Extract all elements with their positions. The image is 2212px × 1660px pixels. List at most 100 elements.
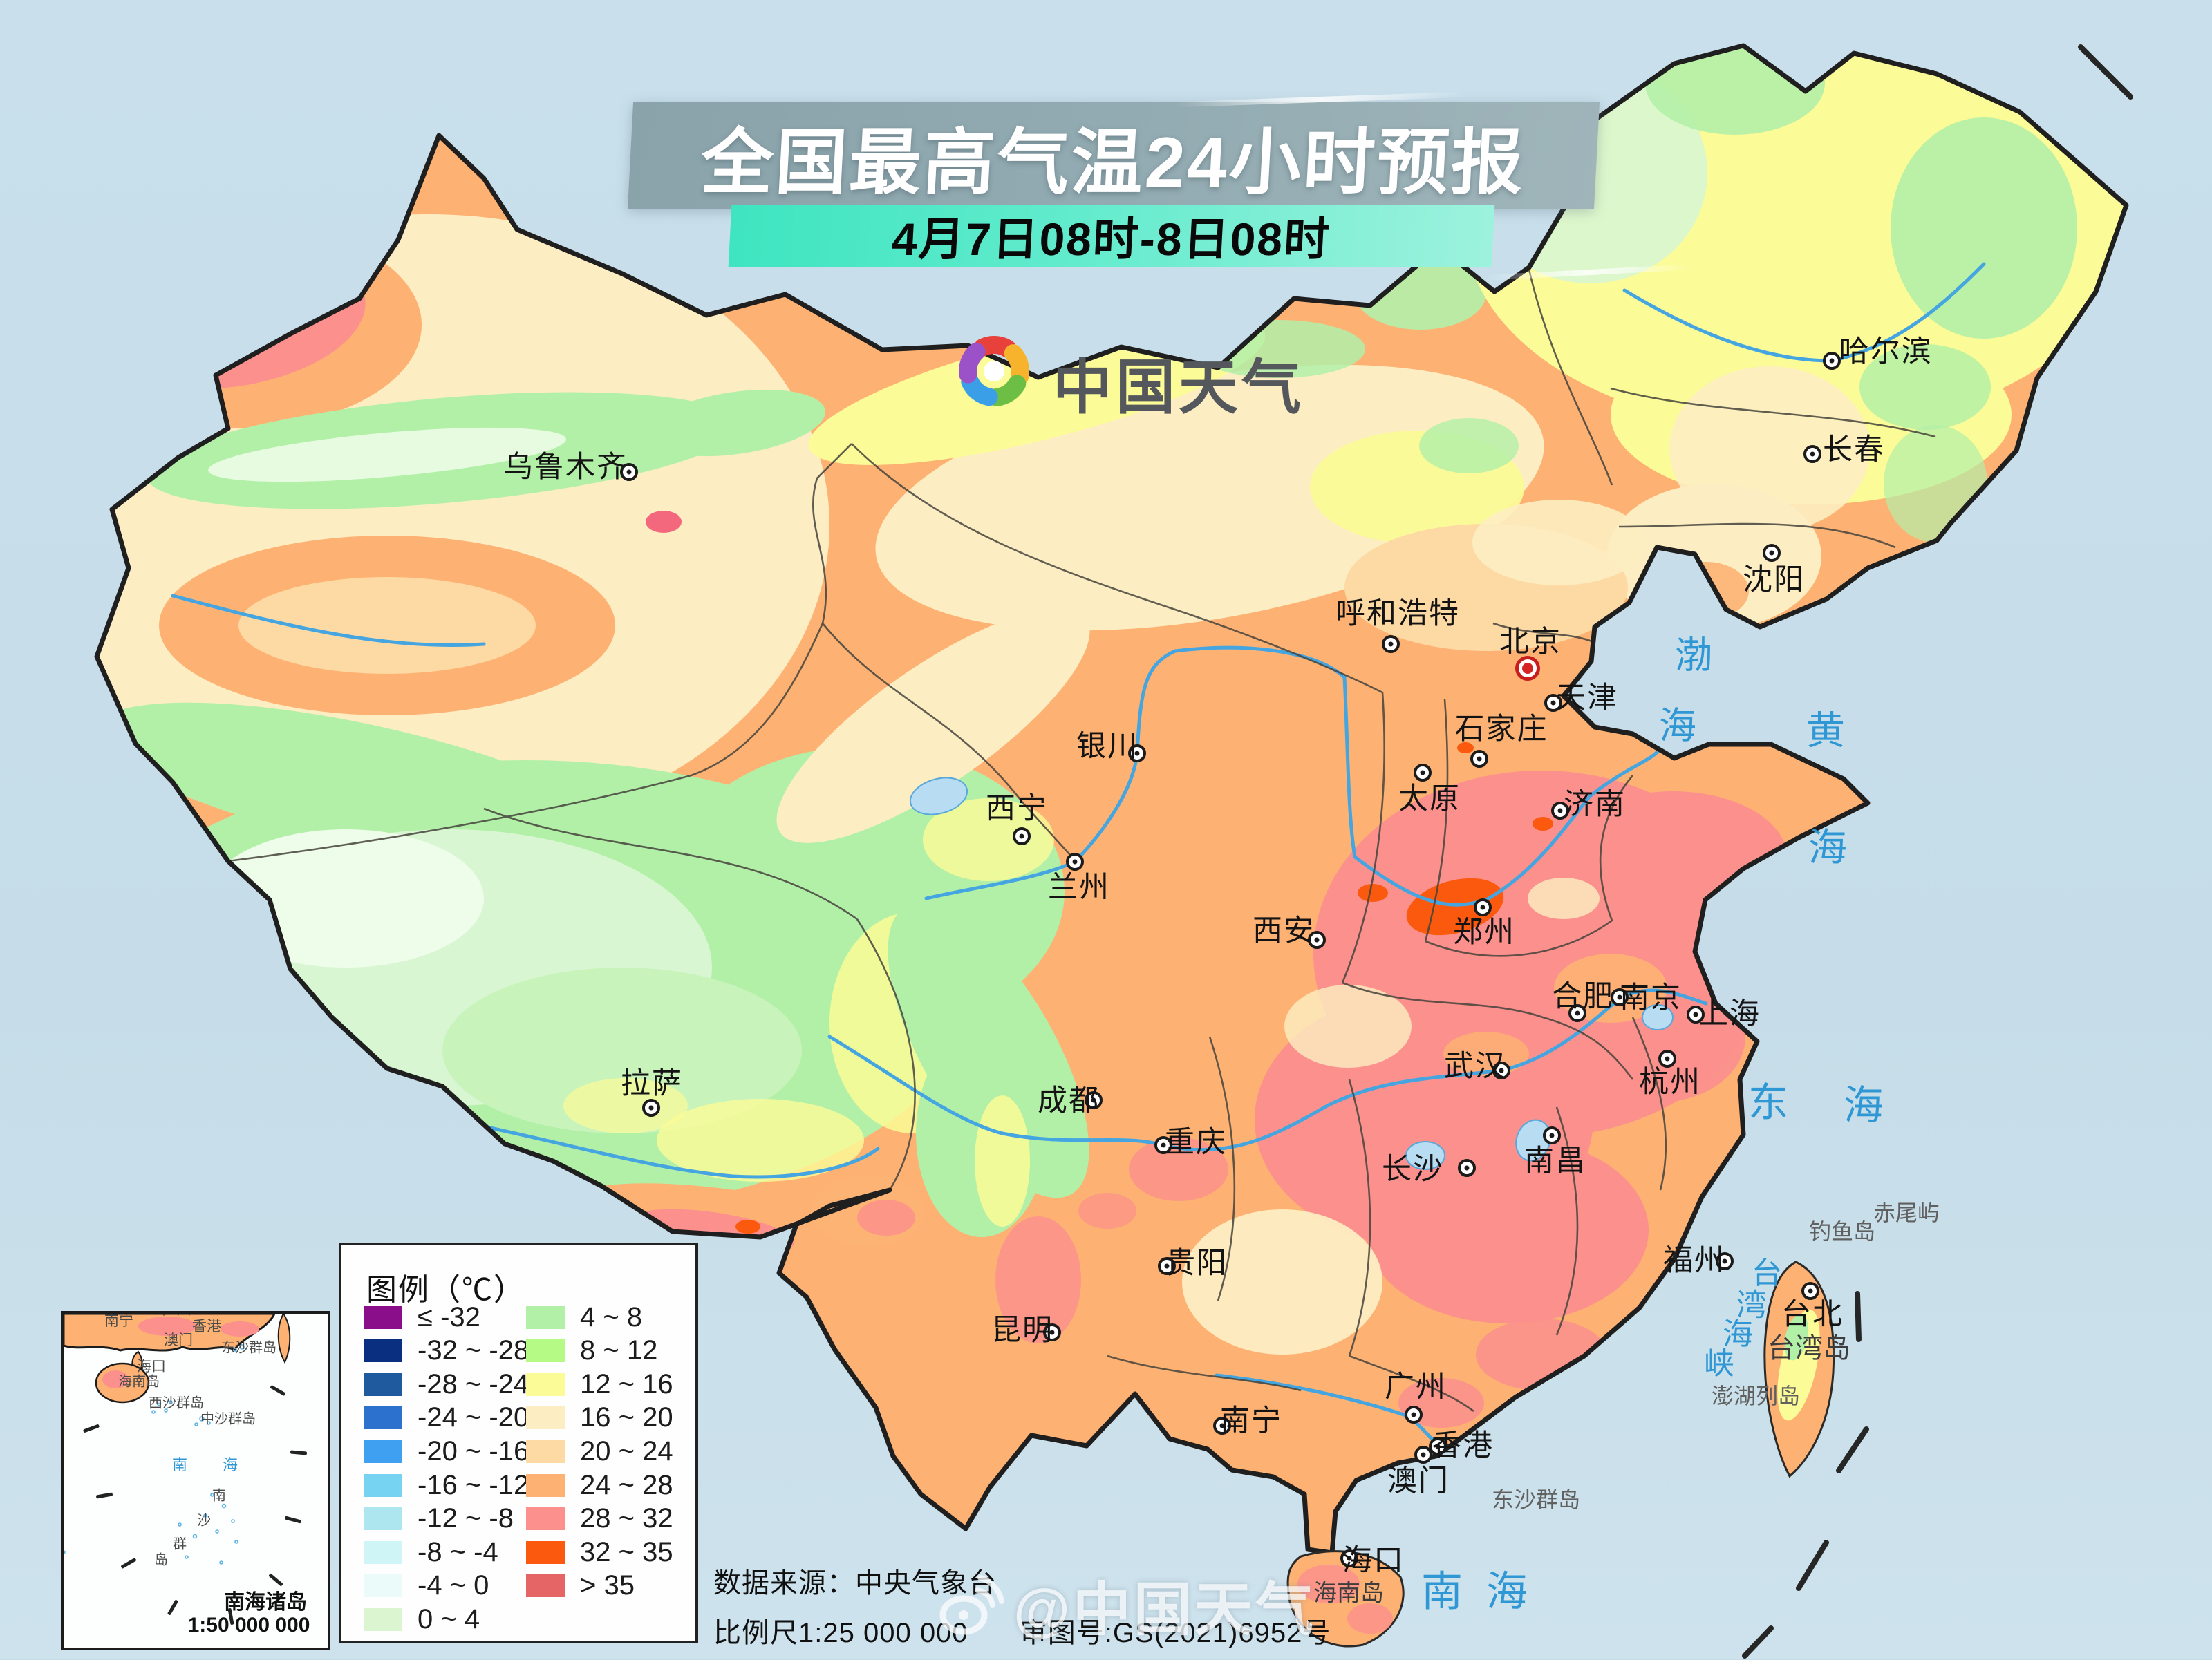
sea-label-台湾海峡: 台 [1752,1256,1782,1290]
legend-range-label: 28 ~ 32 [580,1503,673,1534]
watermark-text: @中国天气 [1013,1577,1316,1642]
legend-range-label: 0 ~ 4 [418,1603,480,1634]
legend-swatch [364,1540,402,1564]
city-label-澳门: 澳门 [1387,1465,1450,1498]
city-label-贵阳: 贵阳 [1165,1247,1228,1280]
city-marker-南京 [1611,988,1629,1006]
island-label-台湾岛: 台湾岛 [1768,1332,1850,1364]
city-label-福州: 福州 [1663,1245,1725,1277]
city-marker-贵阳 [1158,1257,1176,1275]
island-label-海南岛: 海南岛 [1313,1581,1384,1607]
legend-item: > 35 [526,1570,635,1601]
legend-item: 24 ~ 28 [526,1469,673,1500]
legend-swatch [364,1440,402,1463]
city-marker-福州 [1716,1252,1734,1270]
legend-swatch [364,1373,402,1396]
city-label-乌鲁木齐: 乌鲁木齐 [503,451,628,484]
province-borders [227,269,1936,1413]
legend-range-label: -8 ~ -4 [418,1536,498,1567]
city-marker-南宁 [1213,1417,1231,1435]
inset-title: 南海诸岛 [224,1591,307,1614]
city-label-广州: 广州 [1385,1371,1447,1404]
legend-swatch [526,1473,565,1497]
city-label-武汉: 武汉 [1444,1050,1506,1083]
legend-item: 28 ~ 32 [526,1503,673,1534]
city-label-兰州: 兰州 [1048,871,1110,904]
inset-label-群: 群 [173,1536,187,1552]
approval-number: 审图号:GS(2021)6952号 [1019,1618,1331,1648]
inset-label-沙: 沙 [197,1513,211,1529]
weibo-watermark: @中国天气 [935,1563,1316,1647]
inset-label-中沙群岛: 中沙群岛 [200,1411,256,1427]
legend-item: -24 ~ -20 [364,1402,529,1433]
city-marker-天津 [1544,694,1562,712]
legend-range-label: -32 ~ -28 [418,1335,529,1366]
legend-item: 20 ~ 24 [526,1436,673,1466]
city-label-上海: 上海 [1698,998,1761,1030]
inset-label-岛: 岛 [154,1552,168,1568]
legend-swatch [364,1305,402,1329]
city-marker-合肥 [1568,1004,1586,1022]
legend-range-label: -20 ~ -16 [418,1435,529,1466]
legend-swatch [526,1305,565,1329]
legend-range-label: -16 ~ -12 [418,1469,529,1500]
city-marker-澳门 [1414,1446,1432,1464]
legend-swatch [364,1473,402,1497]
inset-scale: 1:50 000 000 [187,1614,310,1637]
legend-item: 12 ~ 16 [526,1369,673,1399]
legend-swatch [526,1540,565,1564]
city-label-南宁: 南宁 [1220,1405,1282,1437]
inset-label-西沙群岛: 西沙群岛 [149,1395,204,1411]
island-label-澎湖列岛: 澎湖列岛 [1711,1384,1801,1408]
city-marker-台北 [1801,1282,1819,1300]
city-marker-成都 [1085,1091,1103,1109]
sea-label-台湾海峡: 峡 [1704,1347,1734,1381]
city-label-昆明: 昆明 [991,1314,1053,1347]
city-marker-西宁 [1013,827,1031,845]
city-marker-兰州 [1066,853,1084,871]
city-label-呼和浩特: 呼和浩特 [1335,598,1460,630]
city-label-郑州: 郑州 [1453,916,1515,949]
city-label-海口: 海口 [1342,1545,1405,1577]
legend-range-label: 32 ~ 35 [580,1536,673,1567]
city-marker-西安 [1308,931,1326,949]
inset-map-art [64,1314,308,1625]
page-title: 全国最高气温24小时预报 [699,122,1528,203]
city-label-长春: 长春 [1823,434,1885,466]
inset-label-南: 南 [212,1488,226,1504]
inset-label-海南岛: 海南岛 [118,1374,160,1390]
city-marker-郑州 [1474,898,1492,916]
city-marker-香港 [1429,1437,1447,1455]
city-label-合肥: 合肥 [1552,981,1614,1013]
city-marker-杭州 [1658,1050,1676,1068]
sea-label-渤海: 海 [1659,705,1696,747]
map-scale: 比例尺1:25 000 000 [713,1618,968,1648]
legend-swatch [364,1406,402,1430]
sea-label-东海: 海 [1843,1083,1884,1128]
legend-item: -16 ~ -12 [364,1469,529,1500]
city-marker-呼和浩特 [1382,635,1400,653]
inset-dash-line [83,1385,308,1625]
city-marker-上海 [1687,1006,1705,1024]
inset-label-澳门: 澳门 [164,1332,193,1348]
city-marker-南昌 [1543,1126,1561,1144]
inset-label-海: 海 [222,1456,238,1473]
city-label-拉萨: 拉萨 [621,1068,683,1100]
legend-item: -20 ~ -16 [364,1435,529,1466]
inset-label-海口: 海口 [137,1358,166,1375]
sea-label-台湾海峡: 海 [1723,1317,1753,1351]
legend-item: 0 ~ 4 [364,1603,480,1634]
sea-label-渤海: 渤 [1675,634,1712,677]
data-source: 数据来源：中央气象台 [713,1568,997,1598]
legend-box: 图例（℃） ≤ -32 -32 ~ -28 -28 ~ -24 -24 ~ -20 -2… [339,1243,698,1643]
legend-range-label: -24 ~ -20 [418,1402,529,1433]
legend-range-label: 24 ~ 28 [580,1469,673,1500]
city-marker-乌鲁木齐 [620,463,638,481]
legend-range-label: > 35 [580,1570,635,1601]
legend-swatch [526,1574,565,1598]
map-scale-and-approval: 比例尺1:25 000 000 审图号:GS(2021)6952号 [713,1610,1335,1650]
island-label-钓鱼岛: 钓鱼岛 [1808,1219,1876,1244]
legend-title: 图例（℃） [366,1273,525,1307]
sea-label-东海: 东 [1747,1080,1789,1125]
